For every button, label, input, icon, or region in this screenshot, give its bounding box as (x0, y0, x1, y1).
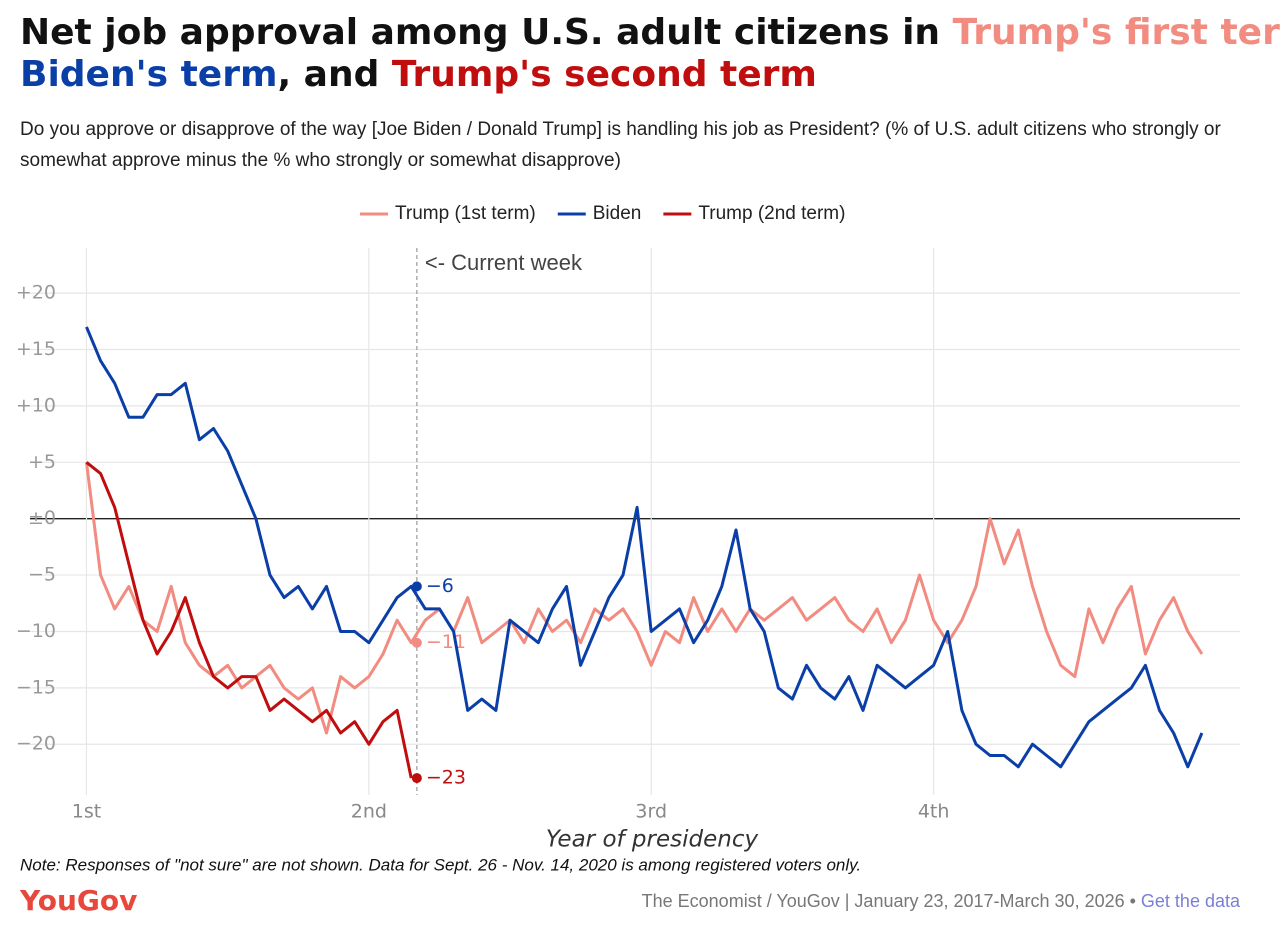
y-tick-label: +5 (28, 451, 56, 473)
source: The Economist / YouGov | January 23, 201… (642, 891, 1241, 911)
legend-label: Trump (2nd term) (698, 203, 845, 224)
y-tick-label: +15 (16, 338, 56, 360)
current-week-label: <- Current week (425, 250, 583, 275)
x-tick-label: 2nd (351, 801, 387, 823)
subtitle: Do you approve or disapprove of the way … (20, 119, 1221, 171)
y-tick-label: ±0 (28, 507, 56, 529)
y-tick-label: −20 (16, 733, 56, 755)
title-part: Trump's second term (392, 54, 817, 95)
legend-label: Biden (593, 203, 642, 224)
y-tick-label: −15 (16, 676, 56, 698)
current-value-label: −6 (426, 575, 454, 597)
y-tick-label: −5 (28, 564, 56, 586)
subtitle-box: Do you approve or disapprove of the way … (20, 119, 1221, 171)
x-axis-label: Year of presidency (546, 827, 759, 853)
title-part: Net job approval among U.S. adult citize… (20, 12, 953, 53)
current-value-label: −23 (426, 767, 466, 789)
title-part: Biden's term (20, 54, 277, 95)
chart-title: Net job approval among U.S. adult citize… (20, 12, 1280, 53)
series-line (85, 462, 1204, 735)
chart-title: Biden's term, and Trump's second term (20, 54, 817, 95)
current-point (411, 773, 422, 784)
logo: YouGov (19, 884, 137, 917)
y-tick-label: −10 (16, 620, 56, 642)
x-tick-label: 1st (72, 801, 101, 823)
title-part: , and (277, 54, 391, 95)
current-value-label: −11 (426, 631, 466, 653)
y-tick-label: +20 (16, 282, 56, 304)
note: Note: Responses of "not sure" are not sh… (20, 855, 861, 874)
source-text: The Economist / YouGov | January 23, 201… (642, 891, 1141, 911)
series-line (85, 326, 1204, 769)
legend-label: Trump (1st term) (395, 203, 536, 224)
x-tick-label: 4th (918, 801, 950, 823)
x-tick-label: 3rd (635, 801, 667, 823)
current-point (411, 637, 422, 648)
current-point (411, 581, 422, 592)
data-link[interactable]: Get the data (1141, 891, 1241, 911)
y-tick-label: +10 (16, 394, 56, 416)
title-part: Trump's first term (953, 12, 1280, 53)
series-line (85, 461, 413, 779)
